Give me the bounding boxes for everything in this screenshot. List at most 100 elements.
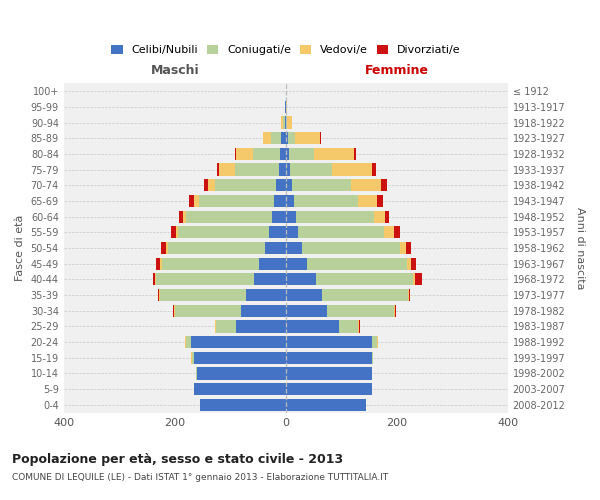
Bar <box>381 179 387 192</box>
Bar <box>161 242 166 254</box>
Bar <box>413 273 415 285</box>
Bar <box>411 258 416 270</box>
Bar <box>280 148 286 160</box>
Bar <box>279 164 286 175</box>
Bar <box>408 289 409 301</box>
Bar <box>178 226 269 238</box>
Bar <box>374 210 385 222</box>
Bar <box>192 352 194 364</box>
Bar <box>286 179 292 192</box>
Bar <box>166 242 167 254</box>
Y-axis label: Fasce di età: Fasce di età <box>15 215 25 281</box>
Bar <box>406 242 410 254</box>
Bar <box>281 116 283 128</box>
Bar <box>158 289 159 301</box>
Bar <box>269 226 286 238</box>
Bar <box>316 273 413 285</box>
Bar <box>286 164 290 175</box>
Text: Femmine: Femmine <box>365 64 429 77</box>
Bar <box>415 273 422 285</box>
Bar <box>322 289 408 301</box>
Bar <box>407 258 411 270</box>
Bar <box>157 273 254 285</box>
Bar <box>156 258 160 270</box>
Y-axis label: Anni di nascita: Anni di nascita <box>575 206 585 289</box>
Bar <box>186 210 272 222</box>
Bar <box>259 258 286 270</box>
Bar <box>281 132 286 144</box>
Bar <box>338 320 358 332</box>
Bar <box>394 226 400 238</box>
Bar <box>298 226 384 238</box>
Bar <box>286 368 372 380</box>
Text: Popolazione per età, sesso e stato civile - 2013: Popolazione per età, sesso e stato civil… <box>12 452 343 466</box>
Bar <box>290 164 332 175</box>
Bar <box>162 258 259 270</box>
Bar <box>160 289 246 301</box>
Bar <box>286 242 302 254</box>
Bar <box>286 210 296 222</box>
Bar <box>353 148 356 160</box>
Bar <box>185 336 186 348</box>
Bar <box>384 226 394 238</box>
Bar <box>358 195 377 207</box>
Bar <box>194 383 286 395</box>
Bar <box>286 289 322 301</box>
Bar <box>286 101 287 113</box>
Bar <box>215 320 217 332</box>
Bar <box>286 304 328 317</box>
Bar <box>186 336 191 348</box>
Bar <box>235 164 279 175</box>
Bar <box>159 289 160 301</box>
Bar <box>286 132 288 144</box>
Bar <box>191 336 286 348</box>
Bar <box>194 195 199 207</box>
Bar <box>235 148 236 160</box>
Bar <box>377 195 383 207</box>
Bar <box>183 210 186 222</box>
Bar <box>200 398 286 411</box>
Bar <box>236 148 253 160</box>
Bar <box>289 148 314 160</box>
Text: COMUNE DI LEQUILE (LE) - Dati ISTAT 1° gennaio 2013 - Elaborazione TUTTITALIA.IT: COMUNE DI LEQUILE (LE) - Dati ISTAT 1° g… <box>12 472 388 482</box>
Bar <box>194 352 286 364</box>
Bar <box>172 226 176 238</box>
Bar <box>307 258 407 270</box>
Bar <box>287 116 292 128</box>
Bar <box>294 195 358 207</box>
Bar <box>288 132 295 144</box>
Bar <box>286 258 307 270</box>
Bar <box>394 304 395 317</box>
Bar <box>286 148 289 160</box>
Bar <box>286 195 294 207</box>
Bar <box>199 195 274 207</box>
Bar <box>167 242 265 254</box>
Bar <box>188 195 194 207</box>
Bar <box>385 210 389 222</box>
Bar <box>272 210 286 222</box>
Bar <box>409 289 410 301</box>
Bar <box>254 273 286 285</box>
Bar <box>286 226 298 238</box>
Bar <box>265 242 286 254</box>
Bar <box>372 352 373 364</box>
Bar <box>302 242 400 254</box>
Bar <box>217 164 219 175</box>
Bar <box>351 179 381 192</box>
Bar <box>286 336 372 348</box>
Bar <box>203 179 208 192</box>
Bar <box>263 132 271 144</box>
Bar <box>215 179 276 192</box>
Bar <box>155 273 157 285</box>
Bar <box>400 242 406 254</box>
Bar <box>320 132 321 144</box>
Bar <box>284 116 286 128</box>
Bar <box>246 289 286 301</box>
Bar <box>283 116 284 128</box>
Bar <box>286 320 338 332</box>
Bar <box>295 132 320 144</box>
Bar <box>271 132 281 144</box>
Bar <box>176 226 178 238</box>
Bar <box>219 164 235 175</box>
Bar <box>241 304 286 317</box>
